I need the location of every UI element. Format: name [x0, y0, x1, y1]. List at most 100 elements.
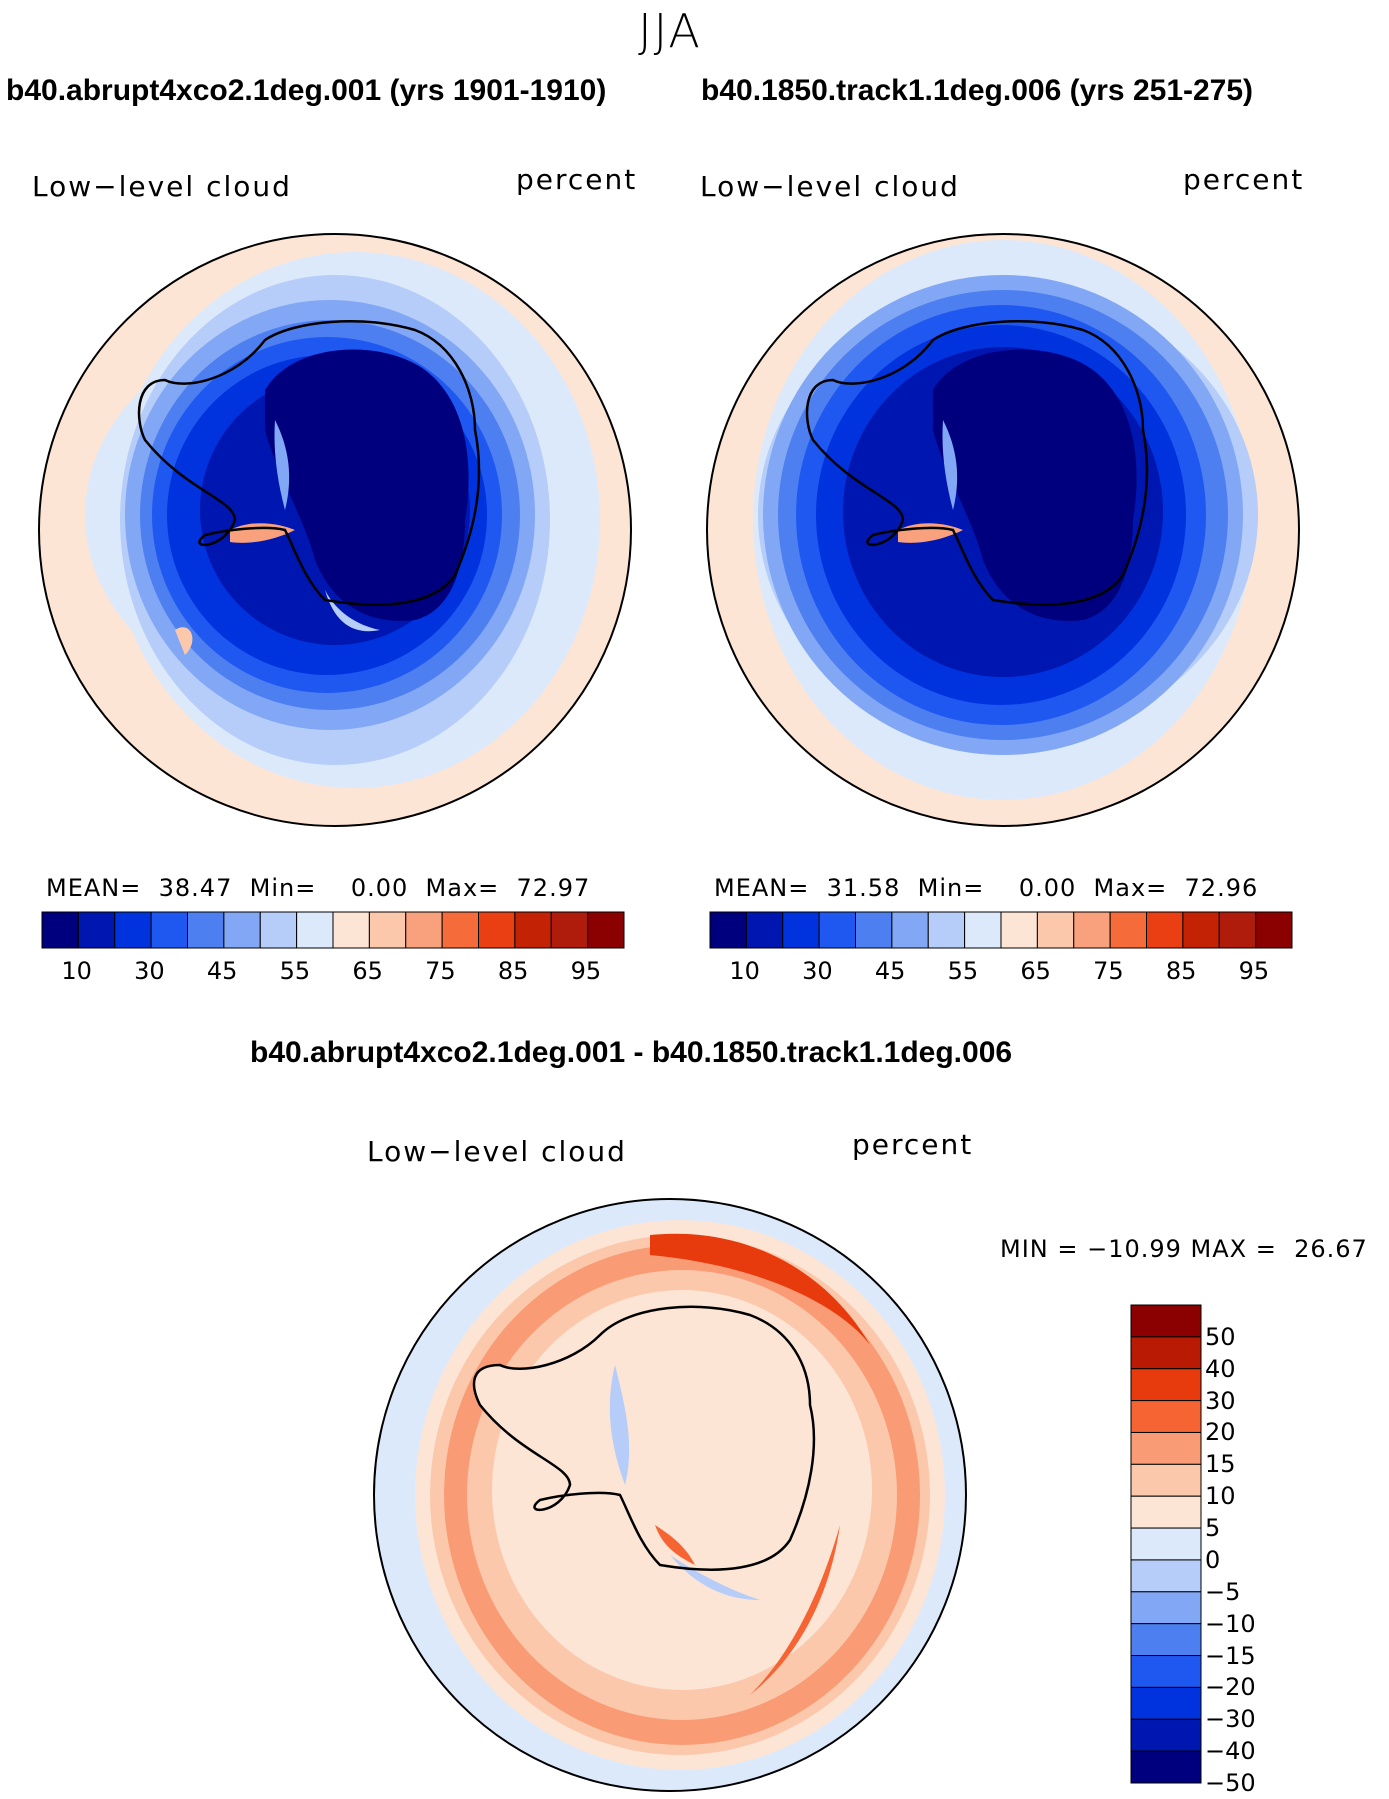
panel1-colorbar-tick-label: 10: [61, 957, 92, 985]
diff-colorbar-swatch: [1130, 1623, 1202, 1657]
diff-colorbar-tick-label: −50: [1205, 1769, 1256, 1797]
panel2-min-value: 0.00: [1018, 874, 1077, 902]
panel1-colorbar-swatch: [587, 911, 625, 949]
diff-colorbar-swatch: [1130, 1400, 1202, 1433]
diff-colorbar-tick-label: 15: [1205, 1450, 1236, 1479]
panel1-polar-map: [38, 233, 632, 827]
panel1-stats: MEAN= 38.47 Min= 0.00 Max= 72.97: [46, 874, 590, 902]
panel1-colorbar-swatch: [187, 911, 225, 949]
panel1-mean-value: 38.47: [158, 874, 233, 902]
panel2-max-value: 72.96: [1184, 874, 1259, 902]
panel1-mean-label: MEAN=: [46, 874, 142, 902]
panel2-colorbar-swatch: [964, 911, 1002, 949]
panel2-colorbar: [709, 911, 1293, 949]
panel2-colorbar-swatch: [1146, 911, 1184, 949]
panel1-colorbar-swatch: [114, 911, 152, 949]
diff-colorbar-swatch: [1130, 1718, 1202, 1752]
panel1-colorbar-tick-label: 95: [570, 957, 602, 985]
panel1-colorbar-swatch: [77, 911, 116, 949]
panel2-colorbar-tick-label: 65: [1020, 957, 1051, 985]
panel2-colorbar-swatch: [855, 911, 893, 949]
panel1-colorbar-swatch: [296, 911, 334, 949]
panel1-min-label: Min=: [249, 874, 317, 902]
panel2-colorbar-swatch: [1073, 911, 1111, 949]
diff-colorbar-tick-label: −10: [1205, 1609, 1256, 1638]
diff-colorbar-tick-label: −5: [1205, 1577, 1241, 1606]
panel1-colorbar-swatch: [332, 911, 370, 949]
panel2-max-label: Max=: [1093, 874, 1168, 902]
panel2-colorbar-tick-label: 85: [1165, 957, 1197, 985]
diff-colorbar-swatch: [1130, 1591, 1202, 1625]
panel2-colorbar-swatch: [1000, 911, 1038, 949]
diff-colorbar-tick-label: 20: [1205, 1418, 1236, 1447]
panel2-colorbar-swatch: [1036, 911, 1075, 949]
panel1-max-label: Max=: [425, 874, 500, 902]
panel2-colorbar-swatch: [818, 911, 856, 949]
panel2-colorbar-swatch: [1109, 911, 1147, 949]
panel2-polar-map: [706, 233, 1300, 827]
panel1-variable-label: Low−level cloud: [32, 170, 292, 203]
panel2-colorbar-swatch: [891, 911, 929, 949]
panel1-colorbar-tick-label: 45: [206, 957, 238, 985]
diff-colorbar-swatch: [1130, 1655, 1202, 1688]
diff-colorbar-tick-label: −40: [1205, 1737, 1256, 1766]
panel2-units-label: percent: [1183, 163, 1305, 196]
panel2-colorbar-ticks: 10 30 45 55 65 75 85 95: [710, 957, 1292, 987]
panel1-max-value: 72.97: [516, 874, 591, 902]
panel2-colorbar-tick-label: 95: [1238, 957, 1270, 985]
diff-colorbar-swatch: [1130, 1463, 1202, 1497]
panel1-colorbar-swatch: [41, 911, 79, 949]
panel2-colorbar-swatch: [709, 911, 747, 949]
panel1-colorbar-swatch: [259, 911, 298, 949]
panel1-colorbar-swatch: [550, 911, 589, 949]
panel2-colorbar-tick-label: 55: [947, 957, 979, 985]
panel1-colorbar: [41, 911, 625, 949]
panel1-colorbar-swatch: [150, 911, 188, 949]
panel2-case-title: b40.1850.track1.1deg.006 (yrs 251-275): [701, 74, 1254, 107]
diff-colorbar-ticks: 50 40 30 20 15 10 5 0 −5 −10 −15 −20 −30 −40 −50: [1205, 1305, 1285, 1797]
diff-colorbar-swatch: [1130, 1368, 1202, 1402]
panel2-colorbar-swatch: [1182, 911, 1220, 949]
panel2-colorbar-swatch: [1255, 911, 1293, 949]
panel1-case-title: b40.abrupt4xco2.1deg.001 (yrs 1901-1910): [6, 74, 607, 107]
diff-colorbar-tick-label: 5: [1205, 1514, 1221, 1543]
panel1-colorbar-swatch: [368, 911, 407, 949]
diff-colorbar-swatch: [1130, 1527, 1202, 1561]
diff-colorbar: [1130, 1304, 1202, 1784]
panel2-colorbar-swatch: [782, 911, 820, 949]
panel2-colorbar-swatch: [927, 911, 966, 949]
panel1-colorbar-tick-label: 85: [497, 957, 529, 985]
panel1-colorbar-tick-label: 75: [425, 957, 456, 985]
panel2-stats: MEAN= 31.58 Min= 0.00 Max= 72.96: [714, 874, 1258, 902]
diff-colorbar-swatch: [1130, 1495, 1202, 1529]
panel2-variable-label: Low−level cloud: [700, 170, 960, 203]
panel2-colorbar-tick-label: 45: [874, 957, 906, 985]
season-title: JJA: [638, 4, 702, 58]
diff-colorbar-tick-label: 30: [1205, 1386, 1236, 1415]
panel2-colorbar-tick-label: 30: [802, 957, 833, 985]
panel1-colorbar-swatch: [514, 911, 552, 949]
diff-units-label: percent: [852, 1128, 974, 1161]
diff-colorbar-tick-label: 0: [1205, 1545, 1221, 1574]
diff-colorbar-tick-label: −20: [1205, 1673, 1256, 1702]
diff-colorbar-swatch: [1130, 1431, 1202, 1465]
panel1-colorbar-swatch: [441, 911, 479, 949]
diff-colorbar-tick-label: −15: [1205, 1641, 1256, 1670]
diff-stats: MIN = −10.99 MAX = 26.67: [1000, 1235, 1368, 1263]
diff-colorbar-tick-label: 50: [1205, 1322, 1236, 1351]
diff-colorbar-swatch: [1130, 1686, 1202, 1720]
diff-variable-label: Low−level cloud: [367, 1135, 627, 1168]
panel2-mean-value: 31.58: [826, 874, 901, 902]
diff-polar-map: [373, 1198, 967, 1792]
diff-colorbar-swatch: [1130, 1750, 1202, 1784]
panel1-colorbar-ticks: 10 30 45 55 65 75 85 95: [42, 957, 624, 987]
diff-colorbar-swatch: [1130, 1304, 1202, 1338]
panel1-colorbar-swatch: [405, 911, 443, 949]
diff-colorbar-swatch: [1130, 1336, 1202, 1370]
panel2-colorbar-swatch: [745, 911, 784, 949]
panel2-colorbar-tick-label: 75: [1093, 957, 1124, 985]
diff-colorbar-swatch: [1130, 1559, 1202, 1593]
panel1-colorbar-swatch: [478, 911, 516, 949]
panel2-mean-label: MEAN=: [714, 874, 810, 902]
diff-colorbar-tick-label: −30: [1205, 1705, 1256, 1734]
